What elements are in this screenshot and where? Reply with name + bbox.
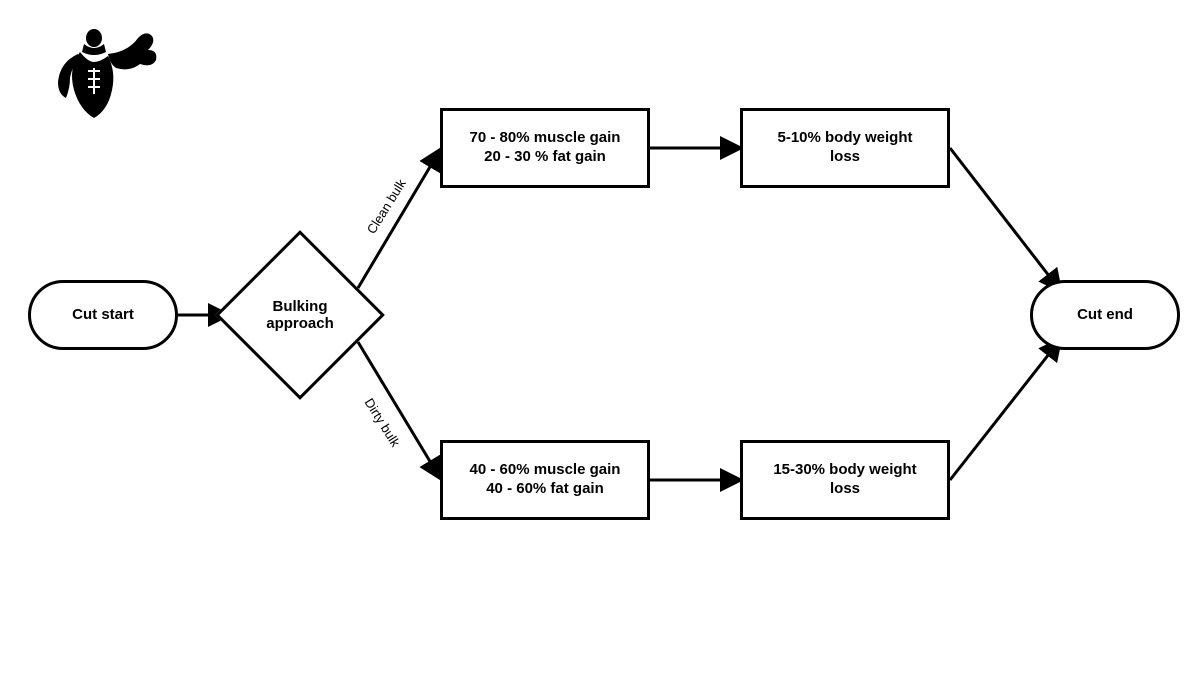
- edge-clean-loss-end: [950, 148, 1060, 290]
- bodybuilder-icon: [50, 28, 160, 123]
- node-cut-end: Cut end: [1030, 280, 1180, 350]
- node-dirty-loss: 15-30% body weight loss: [740, 440, 950, 520]
- edge-dirty-loss-end: [950, 340, 1060, 480]
- node-dirty-gain-line2: 40 - 60% fat gain: [486, 480, 604, 499]
- node-clean-loss: 5-10% body weight loss: [740, 108, 950, 188]
- node-clean-gain: 70 - 80% muscle gain 20 - 30 % fat gain: [440, 108, 650, 188]
- edge-label-dirty-bulk: Dirty bulk: [362, 396, 403, 450]
- node-clean-loss-line1: 5-10% body weight: [777, 129, 912, 148]
- node-dirty-gain-line1: 40 - 60% muscle gain: [470, 461, 621, 480]
- node-dirty-loss-line1: 15-30% body weight: [773, 461, 916, 480]
- node-clean-gain-line1: 70 - 80% muscle gain: [470, 129, 621, 148]
- node-bulking-approach: Bulking approach: [240, 255, 360, 375]
- edge-label-clean-bulk: Clean bulk: [364, 176, 409, 236]
- node-dirty-loss-line2: loss: [830, 480, 860, 499]
- node-dirty-gain: 40 - 60% muscle gain 40 - 60% fat gain: [440, 440, 650, 520]
- node-bulking-approach-label: Bulking approach: [246, 298, 354, 332]
- node-cut-end-label: Cut end: [1077, 306, 1133, 325]
- node-clean-gain-line2: 20 - 30 % fat gain: [484, 148, 606, 167]
- node-cut-start: Cut start: [28, 280, 178, 350]
- flow-edges: [0, 0, 1200, 675]
- node-cut-start-label: Cut start: [72, 306, 134, 325]
- node-clean-loss-line2: loss: [830, 148, 860, 167]
